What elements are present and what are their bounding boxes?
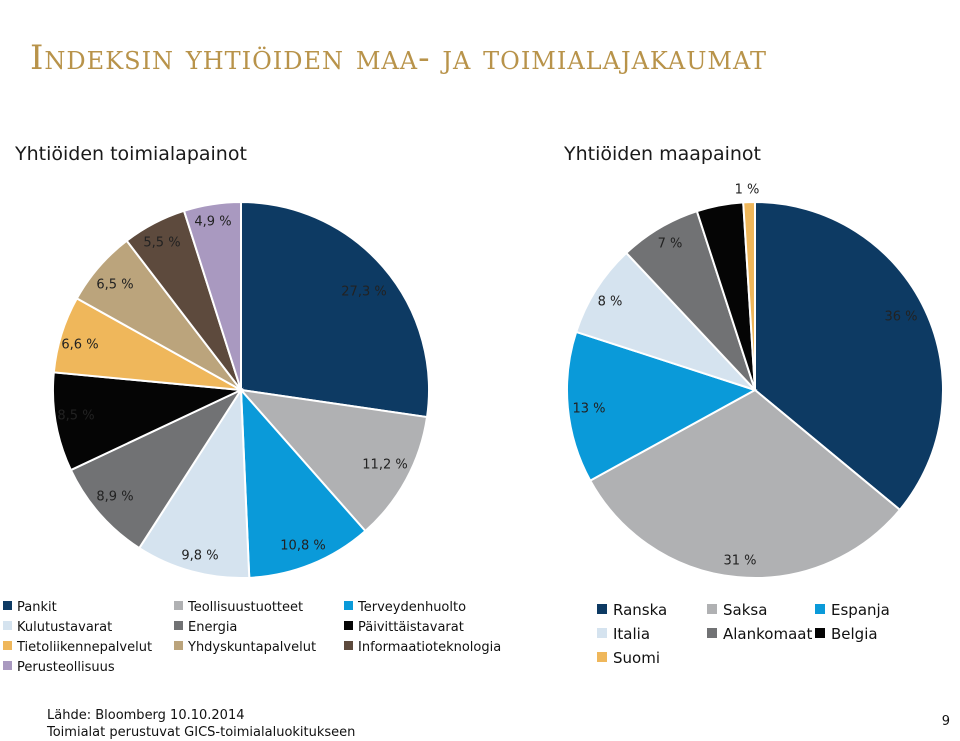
- legend-label: Energia: [188, 620, 238, 635]
- legend-sector-item-3: Kulutustavarat: [3, 620, 112, 635]
- legend-label: Teollisuustuotteet: [188, 600, 304, 615]
- pie-slice-country-3: [574, 251, 756, 391]
- legend-country-item-5: Belgia: [815, 625, 878, 643]
- classification-note: Toimialat perustuvat GICS-toimialaluokit…: [47, 725, 356, 740]
- legend-swatch: [174, 641, 183, 650]
- pie-label-country-1: 31 %: [723, 554, 756, 569]
- pie-label-sector-2: 10,8 %: [280, 539, 325, 554]
- source-note: Lähde: Bloomberg 10.10.2014: [47, 708, 245, 723]
- legend-country-item-4: Alankomaat: [707, 625, 812, 643]
- pie-slice-sector-4: [69, 387, 244, 550]
- legend-sector-item-7: Yhdyskuntapalvelut: [174, 640, 316, 655]
- pie-label-sector-0: 27,3 %: [341, 285, 386, 300]
- legend-label: Tietoliikennepalvelut: [17, 640, 153, 655]
- legend-swatch: [3, 661, 12, 670]
- legend-swatch: [344, 601, 353, 610]
- pie-label-country-4: 7 %: [658, 237, 683, 252]
- legend-label: Alankomaat: [723, 625, 813, 643]
- pie-label-sector-7: 6,5 %: [96, 278, 133, 293]
- pie-label-sector-8: 5,5 %: [143, 236, 180, 251]
- pie-slice-sector-3: [137, 386, 251, 579]
- pie-label-sector-5: 8,5 %: [57, 409, 94, 424]
- legend-sector-item-6: Tietoliikennepalvelut: [3, 640, 152, 655]
- legend-label: Italia: [613, 625, 651, 643]
- pie-slice-sector-9: [182, 200, 242, 391]
- pie-slice-country-6: [742, 200, 756, 391]
- legend-swatch: [3, 621, 12, 630]
- pie-slice-sector-0: [240, 200, 430, 419]
- pie-slice-sector-2: [239, 387, 367, 579]
- legend-sector-item-2: Terveydenhuolto: [344, 600, 466, 615]
- legend-swatch: [815, 604, 825, 614]
- legend-swatch: [174, 601, 183, 610]
- legend-swatch: [597, 604, 607, 614]
- legend-label: Kulutustavarat: [17, 620, 113, 635]
- legend-swatch: [707, 604, 717, 614]
- pie-label-country-6: 1 %: [735, 183, 760, 198]
- legend-sector-item-0: Pankit: [3, 600, 57, 615]
- legend-label: Espanja: [831, 601, 890, 619]
- legend-swatch: [597, 628, 607, 638]
- pie-label-sector-4: 8,9 %: [96, 490, 133, 505]
- legend-sector-item-9: Perusteollisuus: [3, 660, 115, 675]
- legend-swatch: [344, 641, 353, 650]
- pie-slice-country-2: [566, 330, 758, 482]
- pie-label-sector-1: 11,2 %: [362, 458, 407, 473]
- legend-country-item-2: Espanja: [815, 601, 890, 619]
- pie-label-country-2: 13 %: [572, 402, 605, 417]
- legend-label: Informaatioteknologia: [358, 640, 502, 655]
- legend-swatch: [707, 628, 717, 638]
- legend-swatch: [344, 621, 353, 630]
- left-chart-title: Yhtiöiden toimialapainot: [15, 143, 247, 165]
- legend-country-item-0: Ranska: [597, 601, 667, 619]
- legend-country-item-3: Italia: [597, 625, 650, 643]
- legend-label: Terveydenhuolto: [358, 600, 467, 615]
- legend-label: Suomi: [613, 649, 660, 667]
- legend-swatch: [174, 621, 183, 630]
- legend-country-item-1: Saksa: [707, 601, 767, 619]
- pie-label-sector-9: 4,9 %: [194, 215, 231, 230]
- legend-country-item-6: Suomi: [597, 649, 660, 667]
- legend-label: Saksa: [723, 601, 768, 619]
- legend-sector-item-1: Teollisuustuotteet: [174, 600, 303, 615]
- pie-slice-sector-5: [52, 371, 245, 472]
- legend-label: Päivittäistavarat: [358, 620, 464, 635]
- pie-label-sector-6: 6,6 %: [61, 338, 98, 353]
- legend-sector-item-5: Päivittäistavarat: [344, 620, 464, 635]
- right-chart-title: Yhtiöiden maapainot: [564, 143, 762, 165]
- pie-slice-country-1: [588, 388, 902, 580]
- legend-label: Yhdyskuntapalvelut: [188, 640, 317, 655]
- pie-slice-country-0: [754, 200, 944, 512]
- footer: Lähde: Bloomberg 10.10.2014 Toimialat pe…: [47, 707, 355, 741]
- legend-swatch: [3, 641, 12, 650]
- pie-slice-sector-1: [238, 388, 429, 533]
- legend-label: Perusteollisuus: [17, 660, 115, 675]
- legend-label: Ranska: [613, 601, 668, 619]
- pie-label-sector-3: 9,8 %: [181, 549, 218, 564]
- legend-sector-item-4: Energia: [174, 620, 237, 635]
- pie-label-country-0: 36 %: [884, 310, 917, 325]
- page-number: 9: [941, 714, 950, 729]
- page-title: Indeksin yhtiöiden maa- ja toimialajakau…: [30, 38, 768, 78]
- legend-label: Belgia: [831, 625, 878, 643]
- legend-label: Pankit: [17, 600, 57, 615]
- legend-swatch: [815, 628, 825, 638]
- legend-swatch: [597, 652, 607, 662]
- legend-sector-item-8: Informaatioteknologia: [344, 640, 501, 655]
- pie-label-country-3: 8 %: [598, 295, 623, 310]
- legend-swatch: [3, 601, 12, 610]
